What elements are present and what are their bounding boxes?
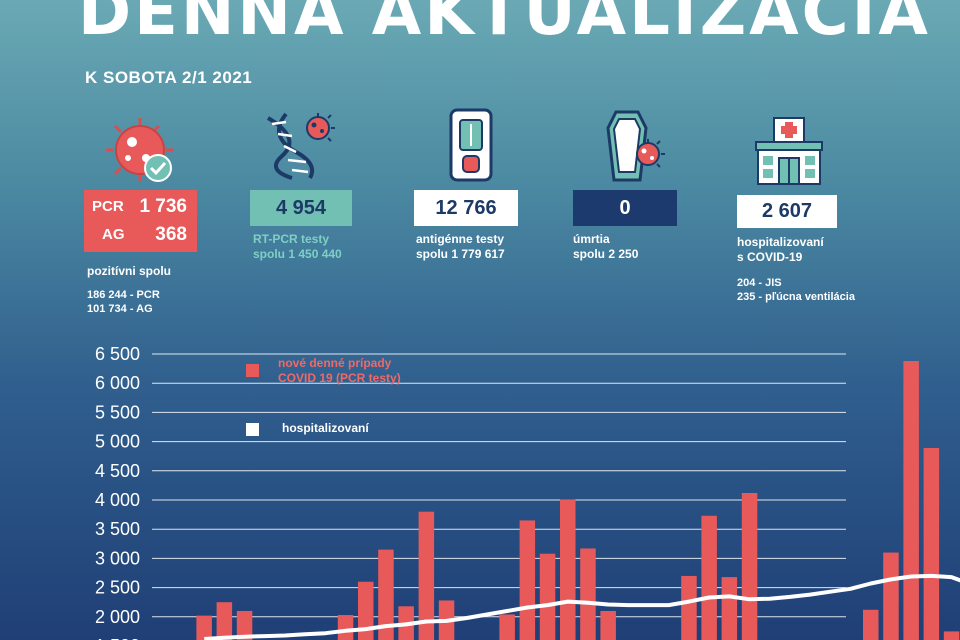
cases-chart: 6 500 6 000 5 500 5 000 4 500 4 000 3 500 3 000… bbox=[95, 344, 960, 640]
bar bbox=[863, 609, 879, 640]
bar bbox=[337, 615, 354, 640]
bar bbox=[560, 499, 576, 640]
bar bbox=[418, 511, 435, 640]
virus-check-icon bbox=[106, 118, 174, 182]
bar bbox=[681, 575, 697, 640]
y-tick-label: 5 500 bbox=[95, 402, 140, 422]
bar bbox=[923, 448, 940, 640]
ag-value: 368 bbox=[155, 224, 187, 245]
bar bbox=[943, 631, 960, 640]
bar bbox=[600, 610, 616, 640]
bar bbox=[236, 610, 253, 640]
rtpcr-total: spolu 1 450 440 bbox=[253, 247, 342, 261]
hospital-caption: hospitalizovaní bbox=[737, 235, 824, 249]
positive-detail-ag: 101 734 - AG bbox=[87, 303, 153, 315]
y-tick-label: 1 500 bbox=[95, 636, 140, 640]
deaths-caption: úmrtia bbox=[573, 232, 610, 246]
hospital-caption-2: s COVID-19 bbox=[737, 250, 803, 264]
legend-bars-label: nové denné prípady COVID 19 (PCR testy) bbox=[278, 356, 401, 385]
legend-line-swatch bbox=[246, 423, 259, 436]
ag-label: AG bbox=[102, 226, 125, 243]
bar bbox=[741, 492, 758, 640]
bar bbox=[580, 548, 596, 640]
bar bbox=[216, 602, 233, 640]
positive-box: PCR 1 736 AG 368 bbox=[84, 190, 197, 252]
antigen-value: 12 766 bbox=[414, 190, 518, 226]
bar bbox=[519, 520, 536, 640]
y-tick-label: 5 000 bbox=[95, 432, 140, 452]
bar bbox=[499, 614, 515, 640]
legend-bars-swatch bbox=[246, 364, 259, 377]
legend-line-label: hospitalizovaní bbox=[282, 421, 369, 435]
bar bbox=[378, 549, 394, 640]
hospitalized-line bbox=[204, 573, 960, 640]
date-subtitle: K SOBOTA 2/1 2021 bbox=[85, 68, 253, 87]
coffin-virus-icon bbox=[606, 110, 665, 182]
bar bbox=[721, 577, 738, 640]
antigen-caption: antigénne testy bbox=[416, 232, 505, 246]
y-tick-label: 4 000 bbox=[95, 490, 140, 510]
dna-virus-icon bbox=[266, 112, 335, 180]
hospital-icu: 204 - JIS bbox=[737, 277, 782, 289]
hospital-ventilation: 235 - pľúcna ventilácia bbox=[737, 291, 855, 303]
y-tick-label: 3 500 bbox=[95, 519, 140, 539]
y-tick-label: 6 500 bbox=[95, 344, 140, 364]
bar bbox=[358, 581, 374, 640]
deaths-value: 0 bbox=[573, 190, 677, 226]
y-tick-label: 2 000 bbox=[95, 607, 140, 627]
page-title: DENNÁ AKTUALIZÁCIA bbox=[78, 0, 931, 50]
pcr-label: PCR bbox=[92, 198, 124, 215]
bar bbox=[196, 615, 212, 640]
hospital-value: 2 607 bbox=[737, 195, 837, 228]
y-tick-label: 4 500 bbox=[95, 461, 140, 481]
positive-detail-pcr: 186 244 - PCR bbox=[87, 289, 160, 301]
rtpcr-value: 4 954 bbox=[250, 190, 352, 226]
antigen-total: spolu 1 779 617 bbox=[416, 247, 505, 261]
deaths-total: spolu 2 250 bbox=[573, 247, 639, 261]
y-tick-label: 2 500 bbox=[95, 578, 140, 598]
y-tick-label: 3 000 bbox=[95, 548, 140, 568]
bar bbox=[883, 552, 899, 640]
bar bbox=[539, 553, 556, 640]
y-tick-label: 6 000 bbox=[95, 373, 140, 393]
rtpcr-caption: RT-PCR testy bbox=[253, 232, 330, 246]
positive-caption: pozitívni spolu bbox=[87, 264, 171, 278]
bar bbox=[903, 361, 919, 640]
test-cassette-icon bbox=[449, 108, 493, 182]
pcr-value: 1 736 bbox=[139, 196, 187, 217]
hospital-icon bbox=[755, 117, 823, 185]
bar bbox=[701, 515, 717, 640]
